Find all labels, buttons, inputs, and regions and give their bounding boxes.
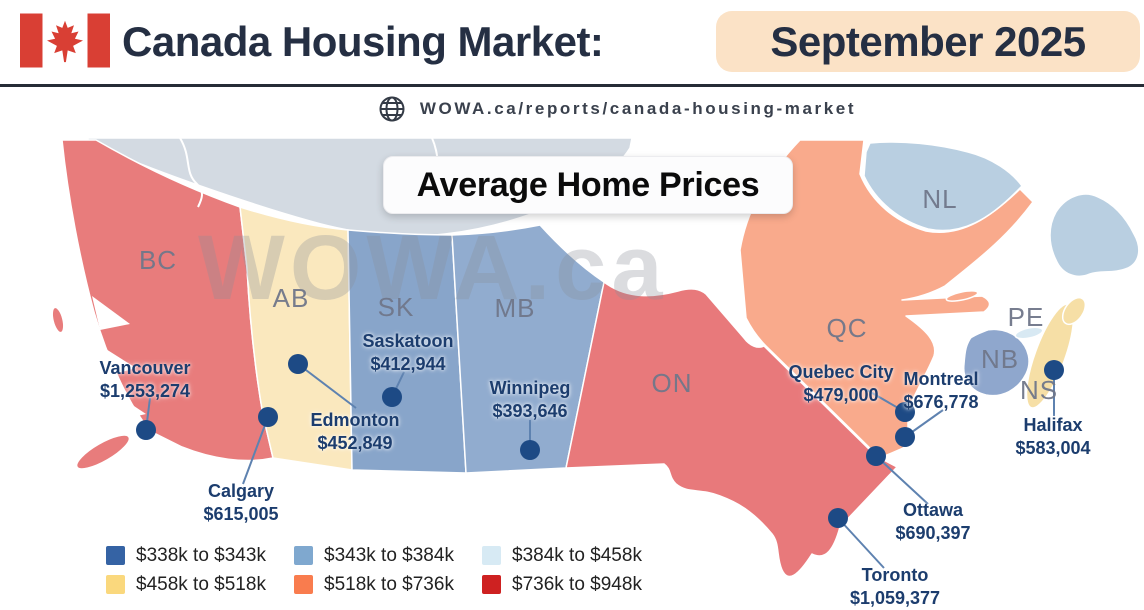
- city-label-calgary: Calgary $615,005: [156, 480, 326, 526]
- legend-item: $736k to $948k: [482, 570, 670, 599]
- province-label-pe: PE: [1007, 302, 1045, 332]
- legend-swatch: [482, 575, 501, 594]
- city-name: Saskatoon: [362, 331, 454, 351]
- region-nl-labrador: [863, 141, 1023, 232]
- legend-swatch: [106, 546, 125, 565]
- province-label-on: ON: [651, 368, 693, 398]
- source-bar: WOWA.ca/reports/canada-housing-market: [0, 91, 1144, 127]
- region-on: [565, 281, 898, 578]
- globe-icon: [379, 96, 405, 122]
- legend-swatch: [106, 575, 125, 594]
- st-lawrence-river: [900, 315, 1029, 455]
- region-ns-cape-breton: [1061, 296, 1087, 326]
- province-label-sk: SK: [377, 292, 415, 322]
- city-price: $676,778: [903, 392, 979, 412]
- city-name: Vancouver: [99, 358, 191, 378]
- city-name: Calgary: [207, 481, 275, 501]
- city-label-halifax: Halifax $583,004: [968, 414, 1138, 460]
- coast-inlet: [92, 296, 130, 330]
- city-label-saskatoon: Saskatoon $412,944: [323, 330, 493, 376]
- city-dot-saskatoon: [382, 387, 402, 407]
- province-label-qc: QC: [826, 313, 868, 343]
- region-vancouver-island: [75, 434, 131, 470]
- city-dot-montreal: [895, 427, 915, 447]
- region-qc: [739, 139, 1034, 459]
- period-badge: September 2025: [716, 11, 1140, 72]
- region-haida-gwaii: [51, 306, 65, 334]
- city-price: $690,397: [895, 523, 971, 543]
- legend-label: $384k to $458k: [512, 544, 642, 566]
- city-name: Toronto: [861, 565, 929, 585]
- city-label-quebec-city: Quebec City $479,000: [756, 361, 926, 407]
- legend-item: $338k to $343k: [106, 541, 294, 570]
- coast-inlet: [98, 344, 136, 376]
- city-price: $452,849: [317, 433, 393, 453]
- city-dot-winnipeg: [520, 440, 540, 460]
- city-dot-quebec-city: [895, 402, 915, 422]
- city-price: $615,005: [203, 504, 279, 524]
- header: Canada Housing Market: September 2025: [0, 0, 1144, 84]
- city-name: Montreal: [903, 369, 979, 389]
- wowa-watermark: WOWA.ca: [198, 217, 668, 319]
- city-dot-vancouver: [136, 420, 156, 440]
- region-nl-island: [1049, 193, 1140, 278]
- region-bc: [61, 139, 274, 462]
- province-label-bc: BC: [138, 245, 178, 275]
- city-name: Halifax: [1023, 415, 1083, 435]
- legend-swatch: [294, 546, 313, 565]
- coast-inlet: [110, 390, 146, 420]
- legend-swatch: [294, 575, 313, 594]
- legend-item: $343k to $384k: [294, 541, 482, 570]
- map-title-overlay: Average Home Prices: [383, 156, 793, 214]
- city-name: Quebec City: [788, 362, 894, 382]
- price-legend: $338k to $343k $343k to $384k $384k to $…: [106, 541, 670, 599]
- legend-label: $338k to $343k: [136, 544, 266, 566]
- city-dot-toronto: [828, 508, 848, 528]
- city-label-edmonton: Edmonton $452,849: [270, 409, 440, 455]
- legend-label: $458k to $518k: [136, 573, 266, 595]
- city-price: $583,004: [1015, 438, 1091, 458]
- city-price: $1,059,377: [849, 588, 941, 608]
- legend-item: $384k to $458k: [482, 541, 670, 570]
- city-dots: [136, 354, 1064, 528]
- page-title: Canada Housing Market:: [122, 18, 604, 65]
- province-label-ab: AB: [272, 283, 310, 313]
- city-price: $1,253,274: [99, 381, 191, 401]
- maple-leaf-icon: [47, 20, 83, 63]
- province-label-ns: NS: [1019, 375, 1059, 405]
- city-dot-halifax: [1044, 360, 1064, 380]
- city-price: $412,944: [370, 354, 446, 374]
- city-label-winnipeg: Winnipeg $393,646: [445, 377, 615, 423]
- legend-item: $518k to $736k: [294, 570, 482, 599]
- city-name: Edmonton: [310, 410, 400, 430]
- legend-item: $458k to $518k: [106, 570, 294, 599]
- city-dot-edmonton: [288, 354, 308, 374]
- source-url-link[interactable]: WOWA.ca/reports/canada-housing-market: [419, 99, 857, 118]
- city-name: Winnipeg: [489, 378, 571, 398]
- city-price: $393,646: [492, 401, 568, 421]
- canada-flag-icon: [20, 13, 110, 68]
- region-mb: [451, 224, 605, 474]
- city-label-montreal: Montreal $676,778: [856, 368, 1026, 414]
- province-label-nb: NB: [980, 344, 1020, 374]
- header-divider: [0, 84, 1144, 87]
- city-label-ottawa: Ottawa $690,397: [848, 499, 1018, 545]
- city-price: $479,000: [803, 385, 879, 405]
- city-name: Ottawa: [902, 500, 963, 520]
- territory-river: [179, 137, 203, 208]
- city-label-vancouver: Vancouver $1,253,274: [60, 357, 230, 403]
- city-dot-calgary: [258, 407, 278, 427]
- city-label-toronto: Toronto $1,059,377: [810, 564, 980, 610]
- province-label-nl: NL: [922, 184, 958, 214]
- legend-label: $736k to $948k: [512, 573, 642, 595]
- city-dot-ottawa: [866, 446, 886, 466]
- legend-label: $518k to $736k: [324, 573, 454, 595]
- province-label-mb: MB: [494, 293, 536, 323]
- region-pe: [1014, 326, 1044, 340]
- region-anticosti: [945, 290, 979, 302]
- legend-label: $343k to $384k: [324, 544, 454, 566]
- legend-swatch: [482, 546, 501, 565]
